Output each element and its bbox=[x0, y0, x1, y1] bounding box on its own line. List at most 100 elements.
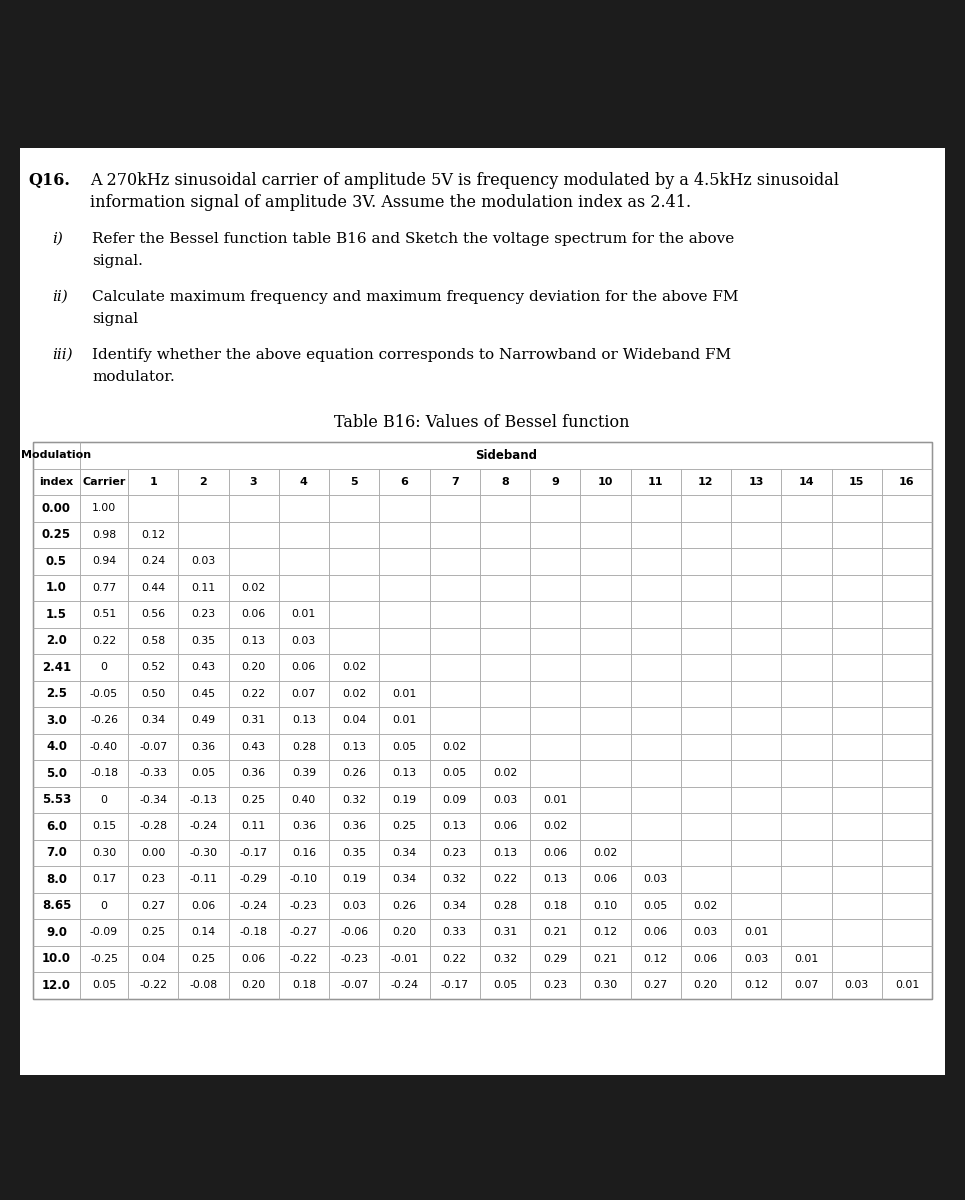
Bar bbox=[832, 654, 882, 680]
Bar bbox=[429, 522, 480, 548]
Text: 8.65: 8.65 bbox=[41, 899, 71, 912]
Bar bbox=[630, 680, 680, 707]
Text: 0.01: 0.01 bbox=[794, 954, 818, 964]
Bar bbox=[882, 548, 932, 575]
Bar bbox=[480, 548, 530, 575]
Bar bbox=[530, 840, 580, 866]
Bar bbox=[882, 786, 932, 814]
Bar bbox=[630, 601, 680, 628]
Bar bbox=[329, 733, 379, 760]
Text: 0.02: 0.02 bbox=[593, 847, 618, 858]
Bar bbox=[480, 733, 530, 760]
Bar bbox=[882, 601, 932, 628]
Text: 0.01: 0.01 bbox=[392, 715, 417, 725]
Text: -0.34: -0.34 bbox=[139, 794, 167, 805]
Bar bbox=[128, 760, 179, 786]
Bar bbox=[731, 680, 782, 707]
Bar bbox=[128, 946, 179, 972]
Bar bbox=[329, 680, 379, 707]
Bar bbox=[882, 468, 932, 494]
Text: 1.00: 1.00 bbox=[92, 503, 116, 514]
Text: 0.06: 0.06 bbox=[593, 875, 618, 884]
Text: A 270kHz sinusoidal carrier of amplitude 5V is frequency modulated by a 4.5kHz s: A 270kHz sinusoidal carrier of amplitude… bbox=[90, 172, 839, 188]
Bar bbox=[379, 919, 429, 946]
Bar bbox=[33, 919, 80, 946]
Bar bbox=[429, 548, 480, 575]
Text: Modulation: Modulation bbox=[21, 450, 92, 461]
Bar bbox=[429, 840, 480, 866]
Bar bbox=[882, 919, 932, 946]
Text: 0.23: 0.23 bbox=[141, 875, 165, 884]
Bar bbox=[782, 707, 832, 733]
Text: 9: 9 bbox=[551, 476, 559, 487]
Text: 3: 3 bbox=[250, 476, 258, 487]
Bar bbox=[179, 814, 229, 840]
Text: 0.01: 0.01 bbox=[895, 980, 919, 990]
Text: 12.0: 12.0 bbox=[42, 979, 71, 991]
Bar bbox=[832, 814, 882, 840]
Text: 0.30: 0.30 bbox=[593, 980, 618, 990]
Text: 0.04: 0.04 bbox=[342, 715, 367, 725]
Bar bbox=[680, 733, 731, 760]
Text: 16: 16 bbox=[899, 476, 915, 487]
Text: 0.36: 0.36 bbox=[241, 768, 265, 779]
Bar bbox=[80, 468, 128, 494]
Bar bbox=[480, 919, 530, 946]
Bar bbox=[480, 866, 530, 893]
Bar bbox=[832, 707, 882, 733]
Text: -0.01: -0.01 bbox=[390, 954, 419, 964]
Text: 9.0: 9.0 bbox=[46, 925, 67, 938]
Text: index: index bbox=[40, 476, 73, 487]
Text: 0.23: 0.23 bbox=[191, 610, 215, 619]
Text: i): i) bbox=[52, 232, 63, 246]
Text: 0.04: 0.04 bbox=[141, 954, 165, 964]
Bar bbox=[882, 628, 932, 654]
Bar bbox=[229, 468, 279, 494]
Bar bbox=[782, 786, 832, 814]
Bar bbox=[179, 733, 229, 760]
Bar bbox=[329, 893, 379, 919]
Text: 0.02: 0.02 bbox=[493, 768, 517, 779]
Bar bbox=[128, 893, 179, 919]
Text: 0.06: 0.06 bbox=[694, 954, 718, 964]
Bar bbox=[580, 893, 630, 919]
Text: 0.06: 0.06 bbox=[291, 662, 316, 672]
Bar bbox=[329, 814, 379, 840]
Bar bbox=[680, 840, 731, 866]
Text: -0.17: -0.17 bbox=[441, 980, 469, 990]
Bar bbox=[480, 946, 530, 972]
Text: 0.13: 0.13 bbox=[291, 715, 316, 725]
Text: 2.0: 2.0 bbox=[46, 635, 67, 647]
Bar bbox=[630, 866, 680, 893]
Text: 0.14: 0.14 bbox=[191, 928, 215, 937]
Bar bbox=[530, 814, 580, 840]
Bar bbox=[832, 919, 882, 946]
Bar bbox=[731, 575, 782, 601]
Bar bbox=[731, 468, 782, 494]
Bar bbox=[279, 919, 329, 946]
Text: -0.40: -0.40 bbox=[90, 742, 118, 751]
Text: 0.05: 0.05 bbox=[644, 901, 668, 911]
Bar bbox=[329, 786, 379, 814]
Bar bbox=[128, 548, 179, 575]
Bar bbox=[128, 680, 179, 707]
Text: 0.06: 0.06 bbox=[644, 928, 668, 937]
Bar bbox=[680, 601, 731, 628]
Text: -0.17: -0.17 bbox=[239, 847, 267, 858]
Bar bbox=[379, 760, 429, 786]
Bar bbox=[379, 972, 429, 998]
Text: 0.32: 0.32 bbox=[443, 875, 467, 884]
Text: 0.21: 0.21 bbox=[593, 954, 618, 964]
Bar bbox=[731, 946, 782, 972]
Text: 1.0: 1.0 bbox=[46, 581, 67, 594]
Text: 0.22: 0.22 bbox=[92, 636, 116, 646]
Text: 0.06: 0.06 bbox=[191, 901, 215, 911]
Bar bbox=[782, 733, 832, 760]
Bar bbox=[179, 786, 229, 814]
Bar bbox=[580, 972, 630, 998]
Bar bbox=[630, 548, 680, 575]
Bar bbox=[279, 866, 329, 893]
Text: 0.58: 0.58 bbox=[141, 636, 165, 646]
Bar bbox=[530, 919, 580, 946]
Bar bbox=[128, 919, 179, 946]
